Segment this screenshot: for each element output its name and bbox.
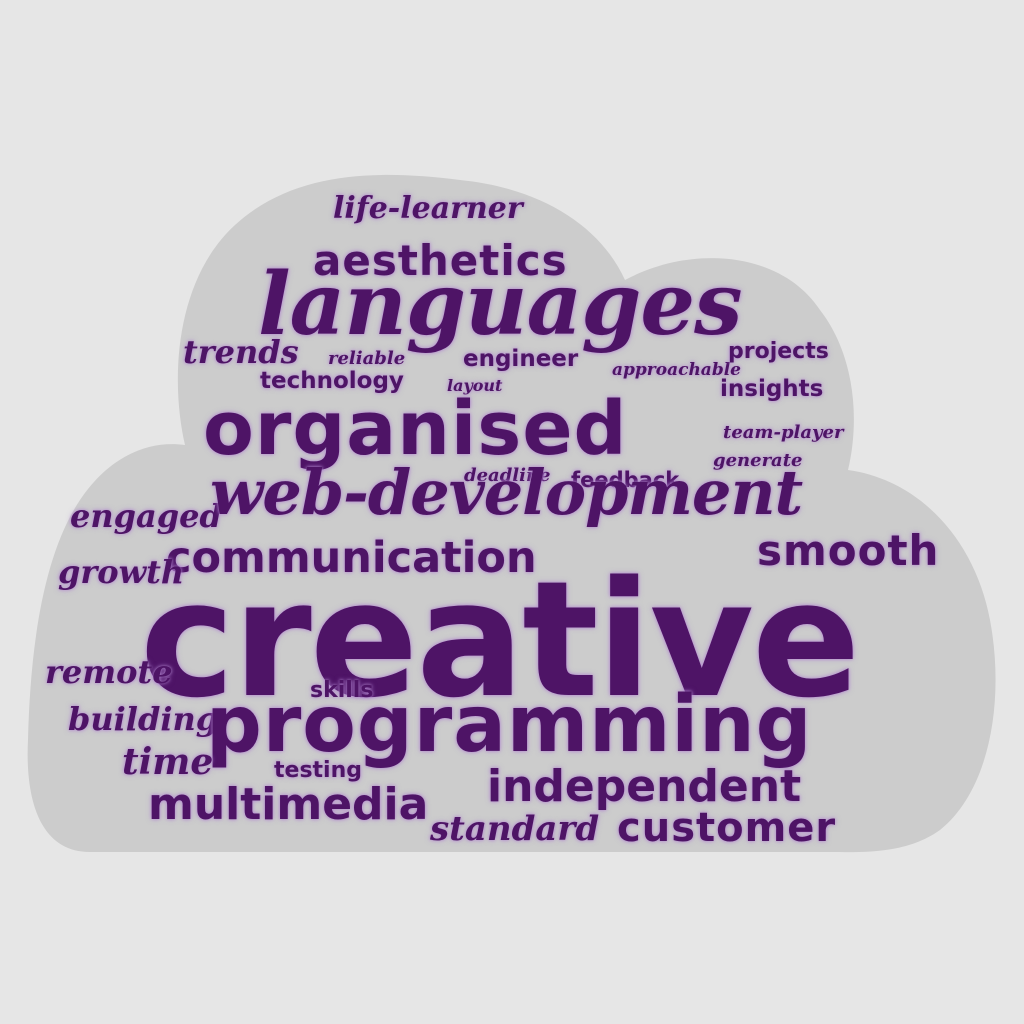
word-engineer: engineer xyxy=(463,346,579,372)
word-organised: organised xyxy=(203,386,628,472)
word-languages: languages xyxy=(258,254,743,355)
word-building: building xyxy=(68,700,219,738)
word-customer: customer xyxy=(617,805,837,851)
word-multimedia: multimedia xyxy=(148,779,429,830)
word-team-player: team-player xyxy=(723,422,844,443)
word-skills: skills xyxy=(310,678,374,703)
word-feedback: feedback xyxy=(571,468,680,492)
word-standard: standard xyxy=(430,809,600,849)
word-trends: trends xyxy=(183,333,299,371)
word-layout: layout xyxy=(447,376,503,395)
word-generate: generate xyxy=(713,450,803,471)
word-insights: insights xyxy=(720,376,824,402)
word-creative: creative xyxy=(140,546,860,733)
word-engaged: engaged xyxy=(70,497,222,535)
word-web-development: web-development xyxy=(210,456,803,529)
word-projects: projects xyxy=(728,339,829,364)
word-life-learner: life-learner xyxy=(333,191,523,226)
word-time: time xyxy=(122,741,214,783)
word-aesthetics: aesthetics xyxy=(313,236,568,285)
word-deadline: deadline xyxy=(464,465,551,486)
word-independent: independent xyxy=(487,761,802,812)
word-approachable: approachable xyxy=(612,360,741,380)
word-programming: programming xyxy=(206,680,813,770)
word-remote: remote xyxy=(45,653,173,691)
word-reliable: reliable xyxy=(328,348,406,369)
word-growth: growth xyxy=(58,553,185,591)
word-smooth: smooth xyxy=(757,526,940,575)
word-communication: communication xyxy=(166,533,537,583)
word-testing: testing xyxy=(274,758,362,783)
word-technology: technology xyxy=(260,368,404,394)
